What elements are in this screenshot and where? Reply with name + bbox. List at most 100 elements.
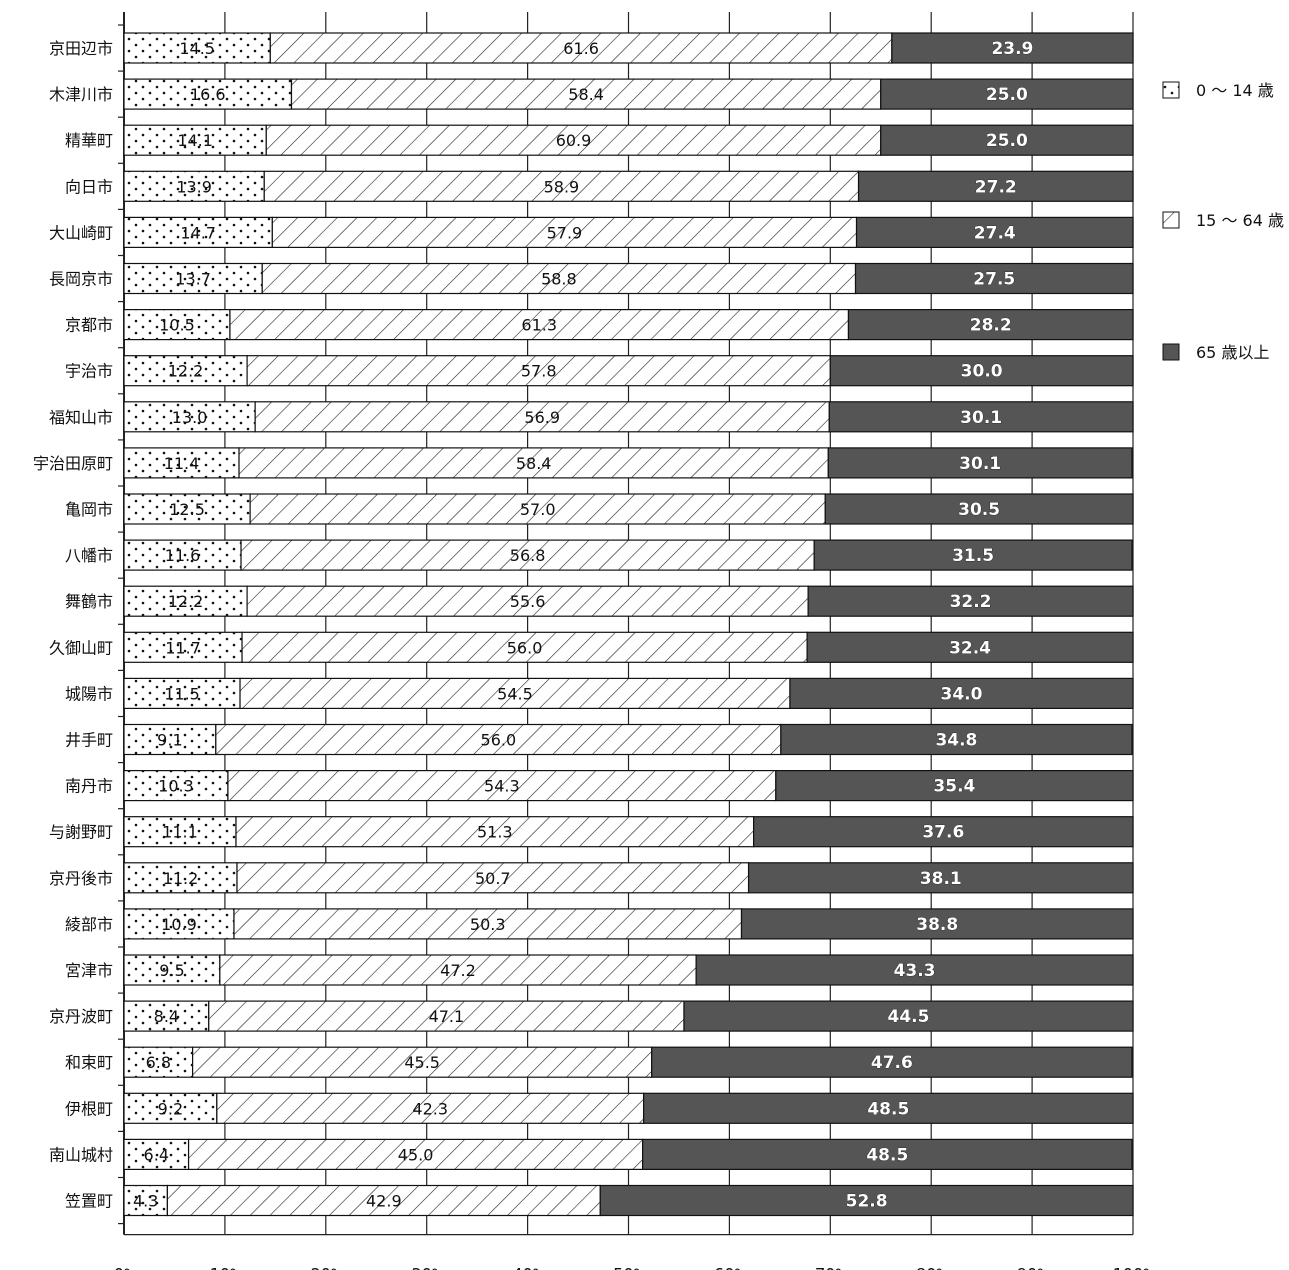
bar-segment-1 xyxy=(123,124,267,156)
bar-segment-1 xyxy=(123,954,221,986)
bar-segment-3 xyxy=(855,216,1134,248)
data-label: 13.7 xyxy=(175,270,211,289)
data-label: 60.9 xyxy=(556,131,592,150)
data-label: 55.6 xyxy=(510,592,546,611)
data-label: 51.3 xyxy=(477,823,513,842)
bar-segment-3 xyxy=(813,539,1133,571)
x-tick-label: 20% xyxy=(310,1266,341,1270)
data-label: 4.3 xyxy=(133,1192,158,1211)
data-label: 10.9 xyxy=(161,915,197,934)
bar-segment-3 xyxy=(599,1184,1134,1217)
category-label: 与謝野町 xyxy=(49,823,113,842)
category-label: 綾部市 xyxy=(65,915,113,934)
data-label: 12.2 xyxy=(168,362,204,381)
bar-segment-2 xyxy=(238,447,829,479)
category-label: 京丹波町 xyxy=(49,1007,113,1026)
category-label: 笠置町 xyxy=(65,1192,113,1211)
bar-segment-3 xyxy=(651,1046,1133,1078)
data-label: 32.2 xyxy=(950,592,992,612)
bar-segment-2 xyxy=(192,1046,653,1078)
data-label: 47.1 xyxy=(429,1007,465,1026)
bar-segment-1 xyxy=(123,1138,190,1171)
x-tick-label: 10% xyxy=(210,1266,241,1270)
bar-segment-1 xyxy=(123,585,248,617)
bar-segment-2 xyxy=(263,170,860,202)
data-label: 32.4 xyxy=(949,638,991,658)
bar-segment-3 xyxy=(747,862,1134,894)
data-label: 23.9 xyxy=(991,39,1033,59)
data-label: 6.8 xyxy=(146,1053,171,1072)
x-tick-label: 0% xyxy=(114,1266,134,1270)
category-label: 精華町 xyxy=(65,131,113,150)
category-label: 宇治市 xyxy=(65,362,113,381)
data-label: 54.3 xyxy=(484,777,520,796)
bar-segment-3 xyxy=(695,954,1134,986)
bar-segment-3 xyxy=(829,355,1134,387)
data-label: 25.0 xyxy=(986,131,1028,151)
data-label: 13.0 xyxy=(172,408,208,427)
bar-segment-1 xyxy=(123,309,231,341)
x-tick-label: 60% xyxy=(714,1266,745,1270)
bar-segment-3 xyxy=(880,78,1134,110)
data-label: 34.8 xyxy=(935,731,977,751)
bar-segment-1 xyxy=(123,1046,194,1078)
data-label: 56.0 xyxy=(507,638,543,657)
bar-segment-3 xyxy=(753,816,1134,848)
bar-segment-2 xyxy=(229,309,850,341)
bar-segment-1 xyxy=(123,78,293,110)
bar-segment-1 xyxy=(123,447,240,479)
bar-segment-2 xyxy=(233,908,743,940)
bar-segment-1 xyxy=(123,32,271,64)
data-label: 14.5 xyxy=(179,39,215,58)
x-axis-ticks: 0% 10% 20% 30% 40% 50% 60% 70% 80% 90% 100% xyxy=(114,1266,1154,1270)
category-label: 京丹後市 xyxy=(49,869,113,888)
bar-segment-1 xyxy=(123,170,265,202)
bar-segment-2 xyxy=(249,493,826,525)
legend-swatch xyxy=(1162,81,1180,99)
bar-segment-3 xyxy=(643,1092,1134,1124)
bar-segment-1 xyxy=(123,631,243,663)
category-label: 南丹市 xyxy=(65,777,113,796)
bar-segment-3 xyxy=(642,1138,1133,1171)
data-label: 42.9 xyxy=(366,1192,402,1211)
data-label: 9.5 xyxy=(159,961,184,980)
category-label: 長岡京市 xyxy=(49,270,113,289)
bar-segment-1 xyxy=(123,677,241,710)
data-label: 57.0 xyxy=(520,500,556,519)
category-label: 福知山市 xyxy=(49,408,113,427)
bar-segment-2 xyxy=(269,32,893,64)
x-tick-label: 90% xyxy=(1017,1266,1048,1270)
bar-segment-2 xyxy=(215,723,782,756)
data-label: 45.5 xyxy=(404,1053,440,1072)
category-label: 京田辺市 xyxy=(49,39,113,58)
bar-segment-1 xyxy=(123,1000,210,1032)
bars: 14.5 61.6 23.9 16.6 58.4 25.0 14.1 60.9 25.0 13.9… xyxy=(123,32,1134,1217)
category-label: 南山城村 xyxy=(49,1145,113,1164)
bar-segment-3 xyxy=(824,493,1134,525)
data-label: 42.3 xyxy=(412,1099,448,1118)
category-label: 舞鶴市 xyxy=(65,592,113,611)
data-label: 34.0 xyxy=(940,684,982,704)
category-label: 京都市 xyxy=(65,316,113,335)
data-label: 11.1 xyxy=(162,823,198,842)
category-label: 城陽市 xyxy=(65,684,113,703)
bar-segment-2 xyxy=(271,216,858,248)
data-label: 48.5 xyxy=(867,1099,909,1119)
bar-segment-3 xyxy=(857,170,1134,202)
category-label: 宮津市 xyxy=(65,961,113,980)
category-label: 伊根町 xyxy=(65,1099,113,1118)
bar-segment-3 xyxy=(807,585,1134,617)
data-label: 35.4 xyxy=(933,777,975,797)
data-label: 56.9 xyxy=(524,408,560,427)
data-label: 56.0 xyxy=(481,731,517,750)
bar-segment-3 xyxy=(806,631,1134,663)
bar-segment-2 xyxy=(216,1092,645,1124)
bar-segment-2 xyxy=(187,1138,644,1171)
data-label: 10.3 xyxy=(158,777,194,796)
bar-segment-2 xyxy=(240,539,815,571)
data-label: 11.7 xyxy=(165,638,201,657)
data-label: 56.8 xyxy=(510,546,546,565)
bar-segment-1 xyxy=(123,769,229,802)
bar-segment-2 xyxy=(265,124,882,156)
